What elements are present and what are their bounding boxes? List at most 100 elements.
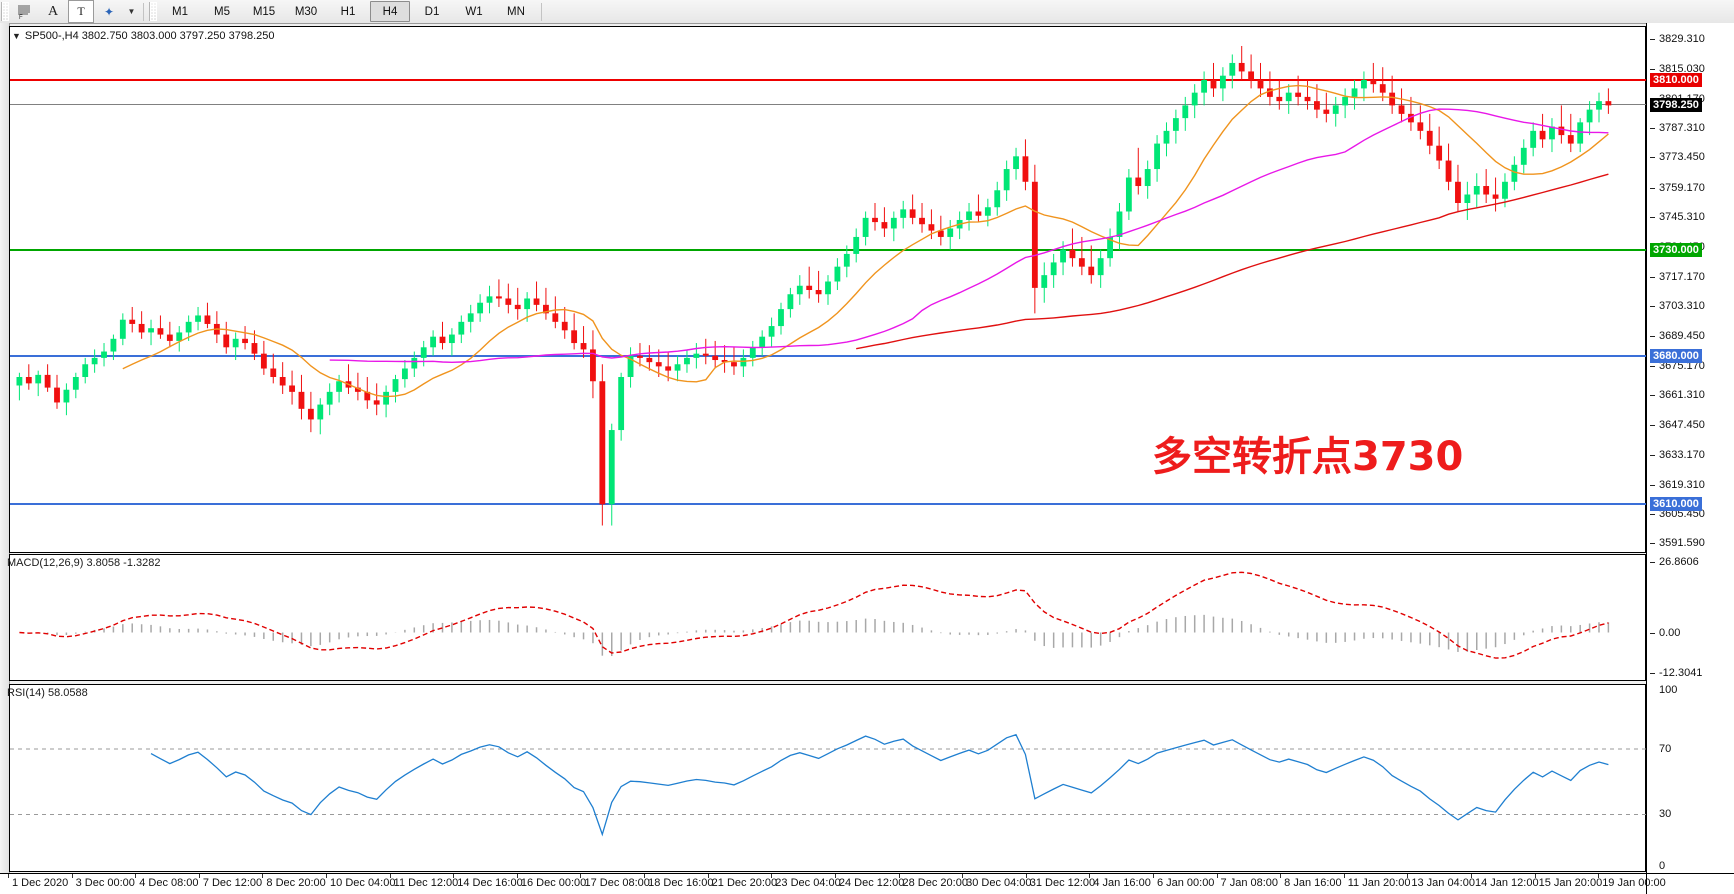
axis-right-edge [1646,874,1647,894]
time-tick [707,874,709,878]
time-tick [1152,874,1154,878]
price-tick-label: 3591.590 [1659,537,1705,550]
time-tick-label: 14 Jan 12:00 [1474,877,1539,889]
timeframe-h1[interactable]: H1 [340,5,356,18]
price-tick-label: 3787.310 [1659,122,1705,135]
macd-tick-label: 0.00 [1659,626,1681,639]
macd-tick [1650,673,1655,674]
time-tick-label: 3 Dec 00:00 [75,877,135,889]
price-tick-label: 3619.310 [1659,478,1705,491]
time-tick-label: 23 Dec 04:00 [775,877,841,889]
timeframe-group: M1 M5 M15 M30 H1 H4 D1 W1 MN [159,1,537,22]
candlestick-series [16,45,1612,526]
toolbar-grip-2[interactable] [149,2,157,21]
text-label-icon[interactable]: T [68,0,94,23]
price-tick-label: 3829.310 [1659,32,1705,45]
time-tick [516,874,518,878]
page-title: SP500-,H4 3802.750 3803.000 3797.250 379… [24,30,275,42]
panel-collapse-icon[interactable]: ▼ [12,31,21,41]
timeframe-m30[interactable]: M30 [294,5,318,18]
time-tick [834,874,836,878]
price-badge-3680-000: 3680.000 [1650,348,1702,363]
price-scale[interactable]: 3829.3103815.0303801.1703787.3103773.450… [1646,23,1734,894]
rsi-tick-label: 0 [1659,860,1666,872]
price-tick-label: 3759.170 [1659,181,1705,194]
price-panel-header: ▼ SP500-,H4 3802.750 3803.000 3797.250 37… [12,30,274,42]
time-tick [1089,874,1091,878]
time-tick [1025,874,1027,878]
hline-support-3680[interactable] [10,354,1646,357]
price-tick-label: 3815.030 [1659,63,1705,76]
time-tick-label: 11 Dec 12:00 [393,877,459,889]
time-tick [580,874,582,878]
time-tick-label: 11 Jan 20:00 [1347,877,1411,889]
ma-fast-orange [122,84,1609,398]
timeframe-mn[interactable]: MN [507,5,525,18]
time-tick-label: 30 Dec 04:00 [966,877,1032,889]
macd-signal-line [19,571,1609,659]
price-tick [1650,424,1655,426]
time-axis[interactable]: 1 Dec 2020 3 Dec 00:00 4 Dec 08:00 7 Dec 12… [0,873,1734,894]
price-tick [1650,276,1655,278]
price-tick-label: 3745.310 [1659,211,1705,224]
time-tick [644,874,646,878]
toolbar-separator [143,2,144,21]
hline-support-3610[interactable] [10,503,1646,506]
text-tool-icon[interactable]: A [47,3,59,19]
time-tick [1343,874,1345,878]
price-tick [1650,69,1655,71]
price-badge-3798-250: 3798.250 [1650,97,1702,112]
macd-series [19,571,1610,659]
svg-text:F: F [19,15,23,20]
timeframe-m1[interactable]: M1 [172,5,188,18]
time-tick [962,874,964,878]
crosshair-icon[interactable]: F [12,0,38,23]
price-tick [1650,395,1655,397]
price-tick [1650,366,1655,368]
price-tick-label: 3661.310 [1659,389,1705,402]
timeframe-m15[interactable]: M15 [252,5,276,18]
objects-dropdown-icon[interactable]: ▼ [127,7,136,16]
rsi-line [150,733,1609,837]
time-tick-label: 28 Dec 20:00 [902,877,968,889]
time-tick-label: 31 Dec 12:00 [1029,877,1096,889]
time-tick-label: 21 Dec 20:00 [711,877,778,889]
hline-resistance-3810[interactable] [10,78,1646,81]
time-tick [71,874,73,878]
hline-current-price-3798[interactable] [10,103,1646,105]
price-tick-label: 3633.170 [1659,449,1705,462]
time-tick-label: 4 Jan 16:00 [1093,877,1151,889]
time-tick-label: 8 Dec 20:00 [266,877,326,889]
price-tick [1650,513,1655,515]
time-tick [1534,874,1536,878]
objects-icon[interactable]: ✦ [103,4,115,19]
timeframe-d1[interactable]: D1 [424,5,440,18]
rsi-tick-label: 100 [1659,684,1678,696]
price-tick [1650,128,1655,130]
time-tick-label: 7 Jan 08:00 [1220,877,1279,889]
toolbar-grip-1[interactable] [1,2,9,21]
price-tick [1650,455,1655,457]
time-tick-label: 7 Dec 12:00 [202,877,263,889]
timeframe-h4[interactable]: H4 [370,1,410,22]
time-tick [898,874,900,878]
price-tick-label: 3703.310 [1659,300,1705,313]
price-tick-label: 3689.450 [1659,329,1705,342]
time-tick [771,874,773,878]
time-tick [453,874,455,878]
time-tick-label: 10 Dec 04:00 [330,877,396,889]
price-tick-label: 3675.170 [1659,360,1705,373]
timeframe-m5[interactable]: M5 [214,5,230,18]
rsi-panel-label: RSI(14) 58.0588 [7,687,88,699]
timeframe-w1[interactable]: W1 [465,5,483,18]
price-tick [1650,157,1655,159]
time-tick [389,874,391,878]
hline-pivot-3730[interactable] [10,248,1646,251]
time-tick [326,874,328,878]
rsi-tick-label: 30 [1659,808,1672,821]
macd-panel[interactable] [9,554,1646,681]
time-tick-label: 8 Jan 16:00 [1284,877,1342,889]
rsi-panel[interactable] [9,684,1646,872]
macd-tick [1650,562,1655,563]
